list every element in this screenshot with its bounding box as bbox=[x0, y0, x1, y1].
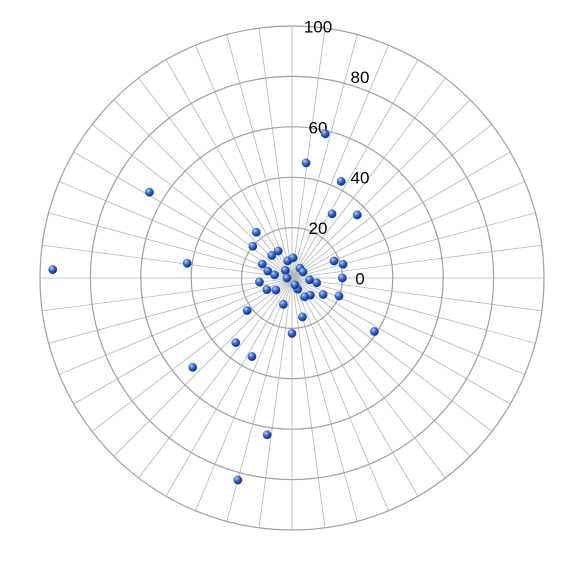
spoke bbox=[195, 45, 293, 279]
point bbox=[145, 187, 154, 197]
point bbox=[298, 267, 308, 277]
spoke bbox=[73, 277, 293, 405]
point bbox=[338, 259, 348, 269]
grid-ring bbox=[190, 176, 394, 380]
spoke bbox=[291, 277, 389, 511]
spoke bbox=[195, 277, 293, 511]
grid-ring bbox=[89, 75, 495, 481]
spoke bbox=[291, 277, 511, 405]
spoke bbox=[291, 34, 358, 279]
spoke bbox=[291, 277, 525, 375]
point bbox=[255, 277, 264, 287]
spoke bbox=[226, 34, 293, 279]
point bbox=[188, 362, 198, 372]
point bbox=[262, 430, 272, 440]
point bbox=[329, 256, 339, 266]
point bbox=[312, 278, 322, 288]
r-tick-label: 20 bbox=[309, 219, 328, 238]
spoke bbox=[291, 277, 471, 457]
point bbox=[263, 266, 273, 276]
spoke bbox=[42, 244, 293, 279]
spoke bbox=[165, 277, 293, 497]
point bbox=[320, 129, 330, 139]
point bbox=[334, 291, 344, 301]
spoke bbox=[291, 151, 511, 279]
r-tick-label: 80 bbox=[351, 68, 370, 87]
spoke bbox=[73, 151, 293, 279]
point bbox=[300, 292, 310, 302]
marks bbox=[48, 129, 379, 485]
point bbox=[267, 251, 277, 260]
r-tick-label: 0 bbox=[355, 269, 364, 288]
point bbox=[279, 299, 288, 309]
point bbox=[262, 285, 272, 295]
point bbox=[282, 273, 292, 283]
point bbox=[48, 265, 58, 275]
point bbox=[271, 285, 281, 295]
spoke bbox=[291, 45, 389, 279]
spoke bbox=[42, 277, 293, 312]
point bbox=[287, 329, 297, 338]
spoke bbox=[291, 277, 419, 497]
spoke bbox=[138, 277, 293, 479]
point bbox=[257, 259, 267, 269]
spoke bbox=[165, 59, 293, 279]
spoke bbox=[258, 28, 293, 279]
point bbox=[182, 258, 192, 268]
spoke bbox=[91, 124, 293, 279]
r-tick-label: 40 bbox=[351, 169, 370, 188]
spoke bbox=[291, 99, 471, 279]
point bbox=[298, 312, 307, 322]
point bbox=[288, 253, 298, 263]
spoke bbox=[291, 77, 446, 279]
point bbox=[301, 158, 311, 168]
spoke bbox=[138, 77, 293, 279]
spoke bbox=[291, 277, 493, 432]
point bbox=[305, 275, 314, 285]
spoke bbox=[91, 277, 293, 432]
spoke bbox=[291, 277, 446, 479]
grid-ring bbox=[140, 126, 444, 430]
spoke bbox=[291, 59, 419, 279]
point bbox=[280, 265, 290, 275]
point bbox=[370, 327, 379, 336]
point bbox=[248, 241, 258, 251]
point bbox=[247, 352, 257, 361]
point bbox=[251, 227, 261, 237]
point bbox=[290, 280, 300, 290]
spoke bbox=[48, 277, 293, 344]
spoke bbox=[291, 212, 536, 279]
spoke bbox=[291, 277, 536, 344]
spoke bbox=[291, 28, 326, 279]
point bbox=[231, 338, 241, 348]
spoke bbox=[291, 277, 542, 312]
point bbox=[273, 246, 283, 256]
point bbox=[336, 177, 346, 186]
spoke bbox=[59, 277, 293, 375]
point bbox=[337, 273, 347, 283]
point bbox=[242, 306, 252, 315]
spoke bbox=[59, 181, 293, 279]
r-tick-label: 100 bbox=[304, 17, 332, 36]
spoke bbox=[258, 277, 293, 528]
spoke bbox=[48, 212, 293, 279]
grid-ring bbox=[39, 25, 545, 531]
point bbox=[352, 210, 362, 220]
point bbox=[270, 270, 280, 280]
spoke bbox=[113, 99, 293, 279]
point bbox=[233, 475, 243, 485]
spoke bbox=[291, 244, 542, 279]
spoke bbox=[291, 277, 326, 528]
point bbox=[318, 290, 328, 299]
spoke bbox=[113, 277, 293, 457]
point bbox=[327, 209, 337, 219]
spoke bbox=[226, 277, 293, 522]
spoke bbox=[291, 124, 493, 279]
